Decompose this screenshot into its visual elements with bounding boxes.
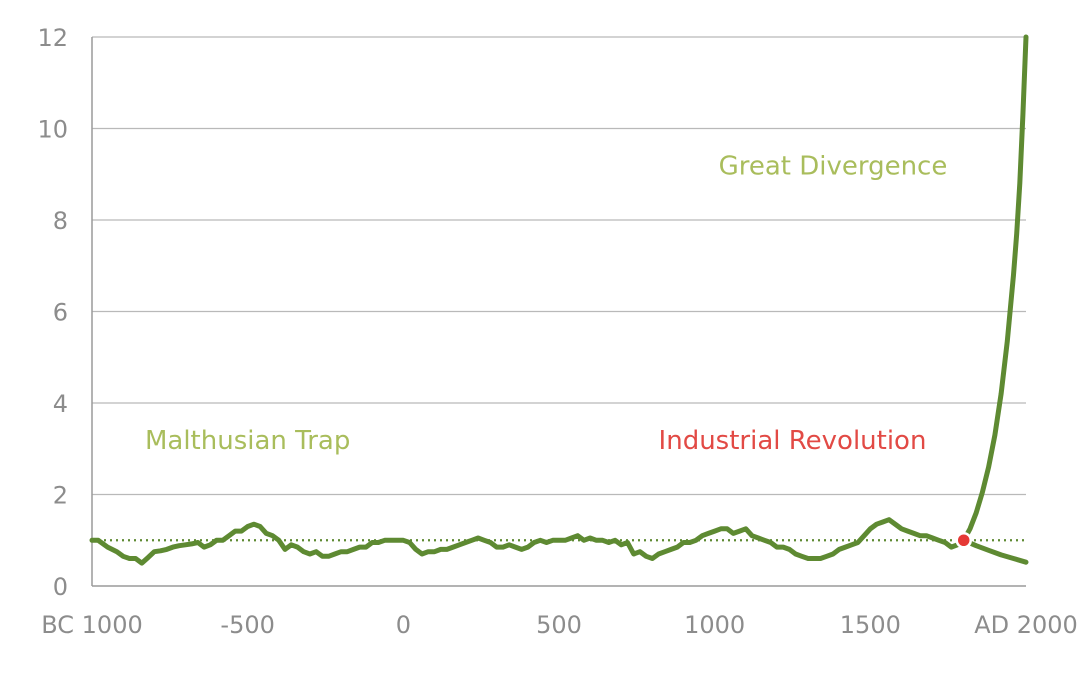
x-tick-labels: BC 1000 -500 0 500 1000 1500 AD 2000 [41, 611, 1078, 639]
x-tick-label: 1000 [684, 611, 745, 639]
y-tick-label: 2 [53, 482, 68, 510]
x-tick-label: BC 1000 [41, 611, 143, 639]
y-tick-label: 10 [37, 116, 68, 144]
y-tick-label: 4 [53, 390, 68, 418]
x-tick-label: 1500 [840, 611, 901, 639]
y-tick-label: 12 [37, 24, 68, 52]
axes [91, 37, 1026, 587]
annotation-label: Malthusian Trap [145, 426, 350, 456]
x-tick-label: AD 2000 [974, 611, 1078, 639]
industrial-revolution-marker [955, 532, 972, 549]
x-tick-label: 0 [396, 611, 411, 639]
y-tick-label: 8 [53, 207, 68, 235]
x-tick-label: -500 [220, 611, 274, 639]
annotation-label: Industrial Revolution [659, 426, 927, 456]
y-tick-label: 0 [53, 573, 68, 601]
annotation-label: Great Divergence [719, 151, 948, 181]
grid-lines [92, 36, 1026, 496]
x-tick-label: 500 [536, 611, 582, 639]
series-lines [89, 34, 1029, 566]
series-great-divergence [961, 34, 1029, 543]
annotations: Malthusian Trap Industrial Revolution Grea… [145, 151, 947, 456]
series-malthusian-continuation [961, 537, 1029, 565]
y-tick-labels: 0 2 4 6 8 10 12 [37, 24, 68, 601]
y-tick-label: 6 [53, 299, 68, 327]
series-historical [89, 517, 967, 566]
